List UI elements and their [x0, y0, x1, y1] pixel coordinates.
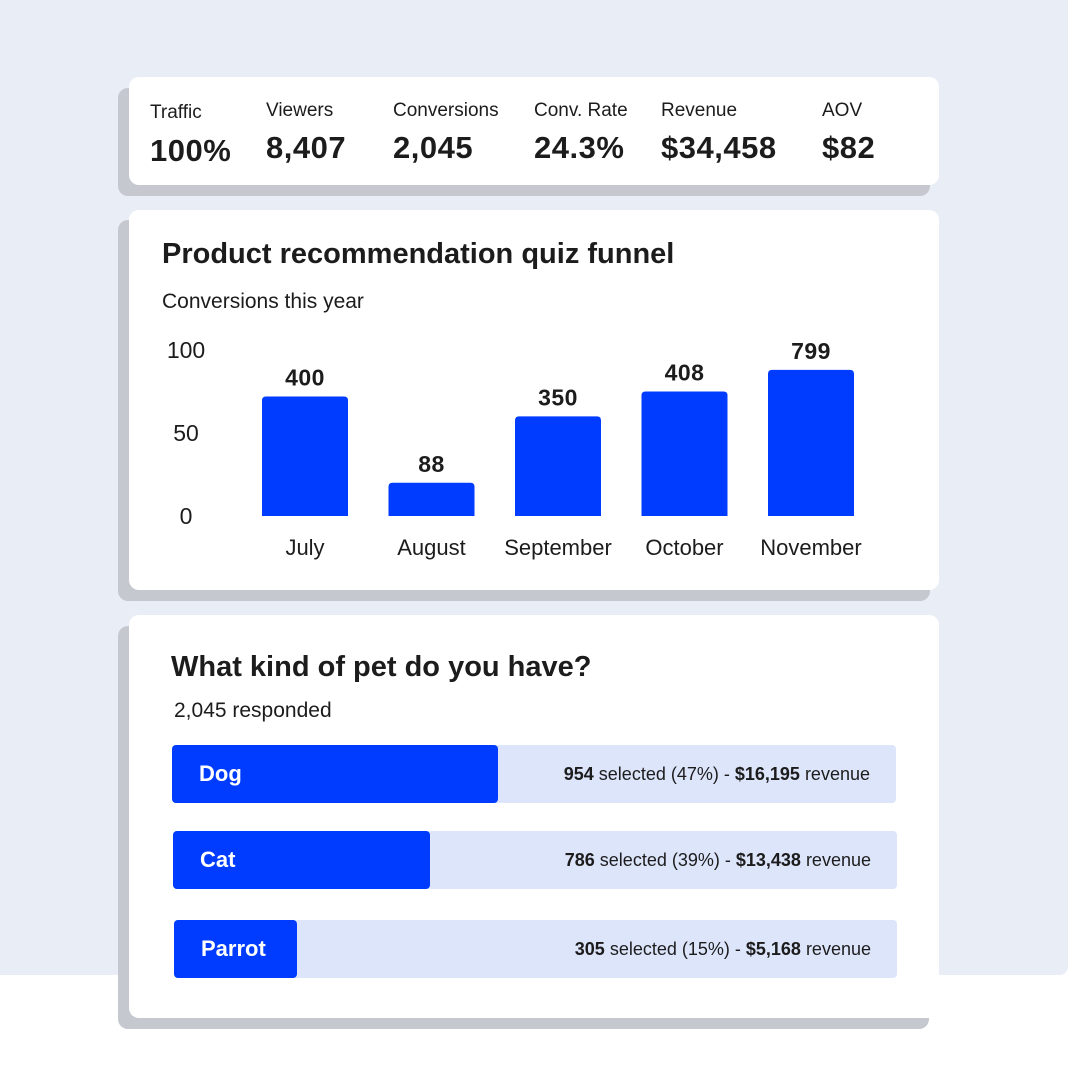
chart-card: Product recommendation quiz funnel Conve…	[129, 210, 939, 590]
x-tick-label: September	[504, 535, 612, 560]
chart-subtitle: Conversions this year	[162, 290, 364, 313]
data-label: 408	[665, 360, 705, 386]
kpi-card: Traffic 100% Viewers 8,407 Conversions 2…	[129, 77, 939, 185]
selected-text: selected (47%) -	[593, 764, 735, 784]
answer-label: Cat	[200, 847, 236, 872]
revenue-suffix: revenue	[800, 850, 871, 870]
kpi-value: 24.3%	[534, 130, 625, 165]
answer-option-dog[interactable]: Dog 954 selected (47%) - $16,195 revenue	[172, 745, 896, 803]
kpi-value: 2,045	[393, 130, 474, 165]
x-tick-label: August	[397, 535, 466, 560]
answer-label: Parrot	[201, 936, 266, 961]
quiz-question-title: What kind of pet do you have?	[171, 651, 592, 683]
selected-text: selected (39%) -	[594, 850, 736, 870]
answer-stats: 786 selected (39%) - $13,438 revenue	[565, 831, 871, 889]
data-label: 400	[285, 364, 325, 390]
quiz-card: What kind of pet do you have? 2,045 resp…	[129, 615, 939, 1018]
kpi-value: 8,407	[266, 130, 347, 165]
x-tick-label: October	[645, 535, 723, 560]
chart-title: Product recommendation quiz funnel	[162, 238, 675, 270]
data-label: 88	[418, 451, 445, 477]
bar-november	[768, 369, 854, 516]
y-tick-label: 50	[173, 420, 199, 446]
kpi-label: Conv. Rate	[534, 100, 628, 121]
bar-chart: 100 50 0 400 July 88 August 350 September 408 Octo…	[167, 337, 862, 560]
kpi-value: $34,458	[661, 130, 777, 165]
answer-bar-fill	[173, 831, 431, 889]
kpi-label: AOV	[822, 100, 863, 121]
y-tick-label: 0	[180, 503, 193, 529]
responded-count: 2,045 responded	[174, 699, 332, 722]
revenue-suffix: revenue	[800, 939, 871, 959]
x-tick-label: November	[760, 535, 861, 560]
kpi-value: $82	[822, 130, 876, 165]
revenue-value: $16,195	[734, 764, 800, 784]
selected-count: 954	[563, 764, 594, 784]
answer-bar-fill	[174, 920, 297, 978]
answer-stats: 305 selected (15%) - $5,168 revenue	[575, 920, 871, 978]
selected-count: 305	[574, 939, 605, 959]
bar-october	[641, 391, 728, 516]
revenue-value: $13,438	[735, 850, 801, 870]
bar-july	[262, 396, 348, 516]
answer-option-cat[interactable]: Cat 786 selected (39%) - $13,438 revenue	[173, 831, 897, 889]
y-tick-label: 100	[167, 337, 205, 363]
x-tick-label: July	[285, 535, 324, 560]
revenue-suffix: revenue	[799, 764, 870, 784]
answer-bar-fill	[172, 745, 498, 803]
selected-text: selected (15%) -	[604, 939, 746, 959]
answer-label: Dog	[199, 761, 242, 786]
revenue-value: $5,168	[745, 939, 801, 959]
bar-september	[515, 416, 601, 516]
kpi-label: Revenue	[661, 100, 738, 121]
data-label: 799	[791, 338, 831, 364]
data-label: 350	[538, 384, 578, 410]
kpi-label: Viewers	[266, 100, 334, 121]
kpi-label: Conversions	[393, 100, 499, 121]
kpi-value: 100%	[150, 133, 232, 168]
answer-stats: 954 selected (47%) - $16,195 revenue	[564, 745, 870, 803]
selected-count: 786	[564, 850, 595, 870]
bar-august	[388, 482, 475, 516]
answer-option-parrot[interactable]: Parrot 305 selected (15%) - $5,168 reven…	[174, 920, 897, 978]
kpi-label: Traffic	[150, 102, 202, 123]
